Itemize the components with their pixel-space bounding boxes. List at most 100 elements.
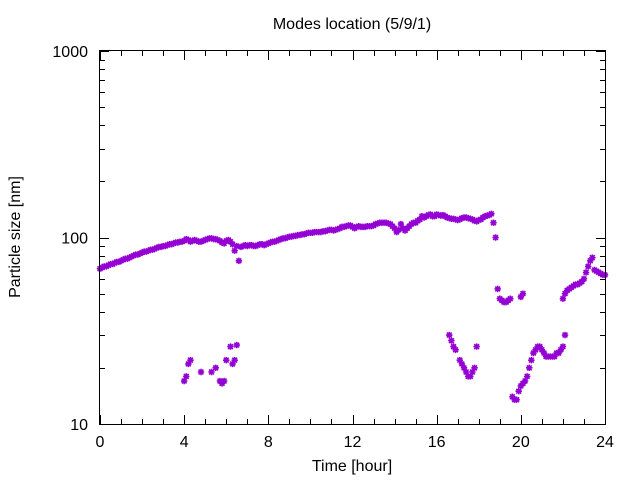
data-point xyxy=(559,343,567,350)
data-point xyxy=(244,242,251,250)
data-point xyxy=(471,364,478,372)
y-axis-label: Particle size [nm] xyxy=(7,176,24,298)
data-point xyxy=(532,346,539,353)
data-point xyxy=(199,237,207,245)
data-point xyxy=(271,238,278,245)
data-point xyxy=(492,234,499,241)
data-point xyxy=(557,346,565,353)
data-point xyxy=(473,343,480,350)
data-point xyxy=(237,243,245,251)
data-point xyxy=(263,241,270,248)
data-point xyxy=(191,236,198,244)
data-point xyxy=(519,290,527,297)
data-point xyxy=(395,226,402,233)
data-point xyxy=(208,235,215,242)
data-point xyxy=(183,373,190,380)
data-point xyxy=(183,235,190,243)
x-tick-label: 20 xyxy=(512,434,530,451)
data-point xyxy=(239,242,247,250)
data-point xyxy=(277,235,285,243)
x-tick-label: 4 xyxy=(180,434,189,451)
data-point xyxy=(145,247,152,254)
data-point xyxy=(467,373,474,380)
y-tick-label: 1000 xyxy=(52,44,88,61)
data-point xyxy=(448,337,455,344)
data-point xyxy=(528,356,535,364)
data-point xyxy=(212,235,219,243)
data-point xyxy=(258,241,266,248)
data-point xyxy=(138,249,146,256)
data-point xyxy=(490,219,497,226)
data-point xyxy=(538,346,546,353)
data-point xyxy=(218,239,226,246)
data-point xyxy=(513,396,520,403)
data-point xyxy=(281,235,289,242)
data-point xyxy=(267,239,274,246)
data-point xyxy=(523,373,531,380)
data-point xyxy=(555,349,562,357)
data-point xyxy=(220,377,228,385)
data-point xyxy=(521,377,529,385)
data-point xyxy=(509,393,516,400)
data-point xyxy=(275,236,283,244)
data-point xyxy=(185,360,192,368)
x-tick-label: 24 xyxy=(596,434,614,451)
data-point xyxy=(561,331,569,339)
data-point xyxy=(515,387,522,395)
data-point xyxy=(231,356,238,364)
data-point xyxy=(462,368,470,376)
data-point xyxy=(469,368,476,376)
data-point xyxy=(202,236,209,244)
data-point xyxy=(446,331,453,339)
y-tick-label: 100 xyxy=(61,231,88,248)
data-point xyxy=(187,356,194,364)
data-point xyxy=(559,295,567,302)
data-point xyxy=(488,210,495,217)
axis-tick-labels: 0 4 8 12 16 20 24 10 100 1000 xyxy=(52,44,614,451)
y-tick-label: 10 xyxy=(70,417,88,434)
data-point xyxy=(151,245,158,252)
data-point xyxy=(587,257,594,265)
data-point xyxy=(231,247,238,254)
data-point xyxy=(536,343,543,350)
data-point xyxy=(260,241,268,249)
data-point xyxy=(180,377,188,385)
data-point xyxy=(229,360,236,368)
data-point xyxy=(416,216,424,223)
x-axis-label: Time [hour] xyxy=(312,458,392,475)
data-point xyxy=(460,364,468,372)
data-point xyxy=(143,248,150,255)
data-point xyxy=(450,343,457,350)
data-point xyxy=(204,235,211,243)
data-point xyxy=(397,220,405,228)
data-point xyxy=(248,241,255,249)
data-point xyxy=(153,244,161,252)
data-point xyxy=(168,241,175,248)
data-point xyxy=(157,243,165,251)
data-point xyxy=(233,242,240,250)
data-point xyxy=(229,241,236,248)
data-point xyxy=(517,293,525,301)
data-point xyxy=(540,349,548,357)
data-point xyxy=(193,237,200,245)
data-point xyxy=(233,341,240,349)
data-point xyxy=(223,356,230,364)
data-point xyxy=(458,360,466,368)
data-point xyxy=(494,285,501,293)
data-point xyxy=(197,368,205,376)
x-tick-label: 12 xyxy=(344,434,362,451)
data-point xyxy=(208,368,215,376)
plot-frame xyxy=(99,50,606,425)
data-point xyxy=(149,246,156,253)
data-point xyxy=(178,238,186,245)
data-point xyxy=(452,346,459,353)
data-point xyxy=(391,225,398,232)
data-point xyxy=(589,254,596,261)
data-point xyxy=(227,343,234,350)
x-tick-label: 0 xyxy=(96,434,105,451)
data-point xyxy=(507,295,514,302)
data-point xyxy=(162,242,169,250)
data-point xyxy=(212,364,219,372)
data-point xyxy=(252,242,259,250)
